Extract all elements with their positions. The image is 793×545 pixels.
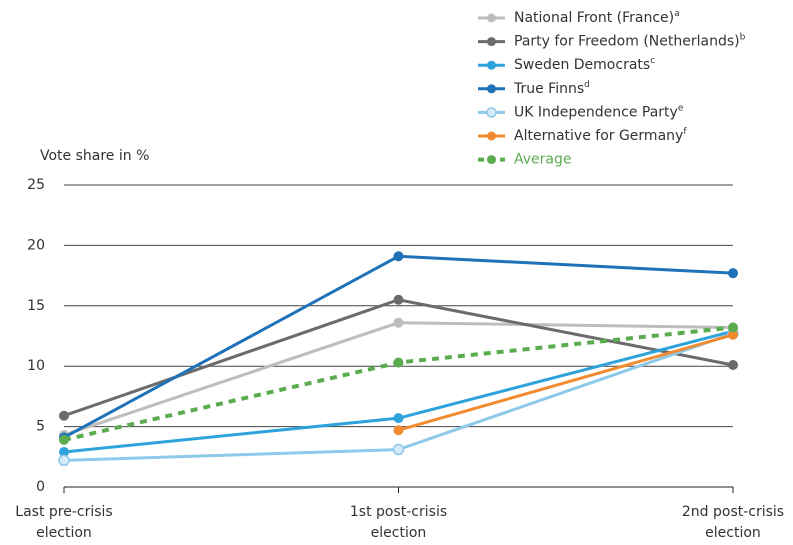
legend-marker: [487, 13, 496, 23]
legend-note: d: [584, 79, 590, 89]
x-tick-label: 2nd post-crisis election: [681, 504, 785, 541]
x-tick-label: 1st post-crisis election: [349, 504, 448, 541]
series-line: [398, 333, 734, 432]
point: [59, 410, 69, 421]
point: [728, 268, 738, 279]
legend-label: Alternative for Germanyf: [514, 127, 687, 145]
legend-label: Party for Freedom (Netherlands)b: [514, 32, 746, 50]
legend-note: e: [678, 103, 684, 113]
y-tick-label: 20: [27, 237, 45, 253]
point: [59, 434, 69, 445]
legend-note: f: [683, 127, 687, 137]
legend-label: True Finnsd: [513, 79, 590, 97]
legend-note: b: [740, 32, 746, 42]
legend-name: Party for Freedom (Netherlands): [514, 34, 740, 50]
point: [393, 413, 404, 424]
point: [393, 425, 404, 436]
x-tick-label: Last pre-crisis election: [15, 504, 113, 541]
legend-label: Sweden Democratsc: [514, 56, 655, 74]
legend-marker: [487, 131, 496, 141]
point: [392, 443, 405, 456]
legend-name: Alternative for Germany: [514, 128, 683, 144]
point: [728, 322, 738, 333]
legend-note: a: [674, 9, 680, 19]
y-tick-label: 15: [27, 298, 45, 314]
legend-marker: [486, 107, 497, 118]
y-axis-label: Vote share in %: [40, 148, 149, 164]
point: [393, 251, 404, 262]
legend-name: UK Independence Party: [514, 104, 678, 120]
legend-name: True Finns: [513, 81, 584, 97]
legend-marker: [487, 60, 496, 70]
point: [393, 357, 404, 368]
legend-label: Average: [514, 152, 572, 168]
legend-label: UK Independence Partye: [514, 103, 684, 121]
legend-marker: [487, 84, 496, 94]
legend-marker: [487, 155, 496, 165]
legend-name: Sweden Democrats: [514, 57, 650, 73]
legend-name: National Front (France): [514, 10, 674, 26]
y-tick-label: 25: [27, 177, 45, 193]
point: [393, 317, 404, 328]
point: [728, 329, 738, 340]
y-tick-label: 5: [36, 419, 45, 435]
legend-marker: [487, 37, 496, 47]
legend-label: National Front (France)a: [514, 9, 680, 27]
point: [58, 454, 70, 467]
legend-note: c: [650, 56, 655, 66]
point: [59, 446, 69, 457]
point: [728, 359, 738, 370]
y-tick-label: 0: [36, 479, 45, 495]
point: [393, 294, 404, 305]
legend-name: Average: [514, 152, 572, 168]
y-tick-label: 10: [27, 358, 45, 374]
